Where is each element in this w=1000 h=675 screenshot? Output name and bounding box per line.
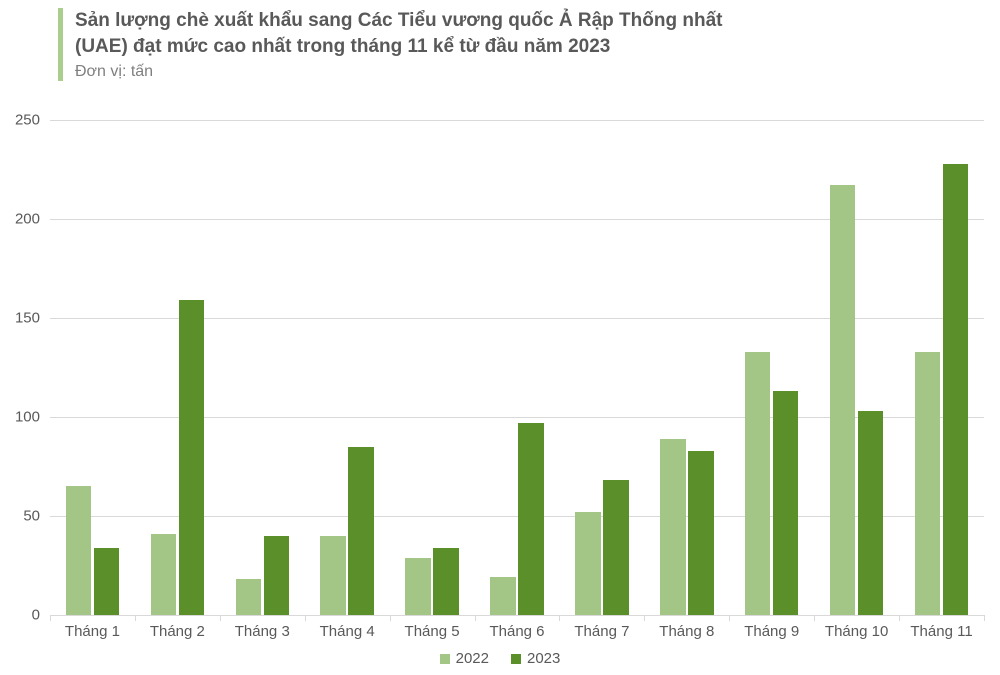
bar	[943, 164, 968, 615]
bar	[518, 423, 543, 615]
bar	[575, 512, 600, 615]
bar	[66, 486, 91, 615]
bar	[773, 391, 798, 615]
bar	[915, 352, 940, 615]
chart-title-line2: (UAE) đạt mức cao nhất trong tháng 11 kể…	[75, 34, 722, 60]
y-tick-label: 200	[15, 211, 50, 228]
legend-label: 2022	[456, 650, 489, 667]
y-gridline	[50, 615, 984, 616]
legend-swatch	[511, 654, 521, 664]
y-tick-label: 0	[32, 607, 50, 624]
bar	[236, 579, 261, 615]
x-tick-mark	[644, 615, 645, 621]
x-tick-label: Tháng 8	[659, 623, 714, 640]
bar	[745, 352, 770, 615]
title-accent-bar	[58, 8, 63, 81]
y-gridline	[50, 120, 984, 121]
bar	[660, 439, 685, 615]
x-tick-label: Tháng 3	[235, 623, 290, 640]
chart-title-line1: Sản lượng chè xuất khẩu sang Các Tiểu vư…	[75, 8, 722, 34]
bar	[688, 451, 713, 615]
bar	[433, 548, 458, 615]
bar	[320, 536, 345, 615]
x-tick-label: Tháng 7	[574, 623, 629, 640]
x-tick-label: Tháng 9	[744, 623, 799, 640]
x-tick-mark	[729, 615, 730, 621]
y-tick-label: 50	[23, 508, 50, 525]
bar	[151, 534, 176, 615]
y-tick-label: 250	[15, 112, 50, 129]
bar	[264, 536, 289, 615]
plot-area: 050100150200250Tháng 1Tháng 2Tháng 3Thán…	[50, 120, 984, 615]
chart-legend: 2022 2023	[0, 650, 1000, 667]
x-tick-mark	[390, 615, 391, 621]
x-tick-label: Tháng 1	[65, 623, 120, 640]
legend-item: 2023	[511, 650, 560, 667]
x-tick-label: Tháng 11	[910, 623, 972, 640]
x-tick-label: Tháng 4	[320, 623, 375, 640]
x-tick-mark	[814, 615, 815, 621]
chart-container: Sản lượng chè xuất khẩu sang Các Tiểu vư…	[0, 0, 1000, 675]
x-tick-mark	[220, 615, 221, 621]
bar	[179, 300, 204, 615]
x-tick-mark	[305, 615, 306, 621]
bar	[830, 185, 855, 615]
x-tick-mark	[984, 615, 985, 621]
x-tick-label: Tháng 2	[150, 623, 205, 640]
chart-subtitle: Đơn vị: tấn	[75, 63, 722, 81]
bar	[348, 447, 373, 615]
y-tick-label: 100	[15, 409, 50, 426]
x-tick-mark	[475, 615, 476, 621]
bar	[858, 411, 883, 615]
x-tick-label: Tháng 5	[405, 623, 460, 640]
bar	[405, 558, 430, 615]
x-tick-label: Tháng 6	[489, 623, 544, 640]
x-tick-mark	[50, 615, 51, 621]
x-tick-mark	[899, 615, 900, 621]
legend-swatch	[440, 654, 450, 664]
x-tick-mark	[135, 615, 136, 621]
title-text-wrap: Sản lượng chè xuất khẩu sang Các Tiểu vư…	[75, 8, 722, 81]
x-tick-mark	[559, 615, 560, 621]
bar	[603, 480, 628, 615]
chart-title-block: Sản lượng chè xuất khẩu sang Các Tiểu vư…	[58, 8, 980, 81]
legend-item: 2022	[440, 650, 489, 667]
x-tick-label: Tháng 10	[825, 623, 888, 640]
legend-label: 2023	[527, 650, 560, 667]
bar	[94, 548, 119, 615]
y-tick-label: 150	[15, 310, 50, 327]
bar	[490, 577, 515, 615]
